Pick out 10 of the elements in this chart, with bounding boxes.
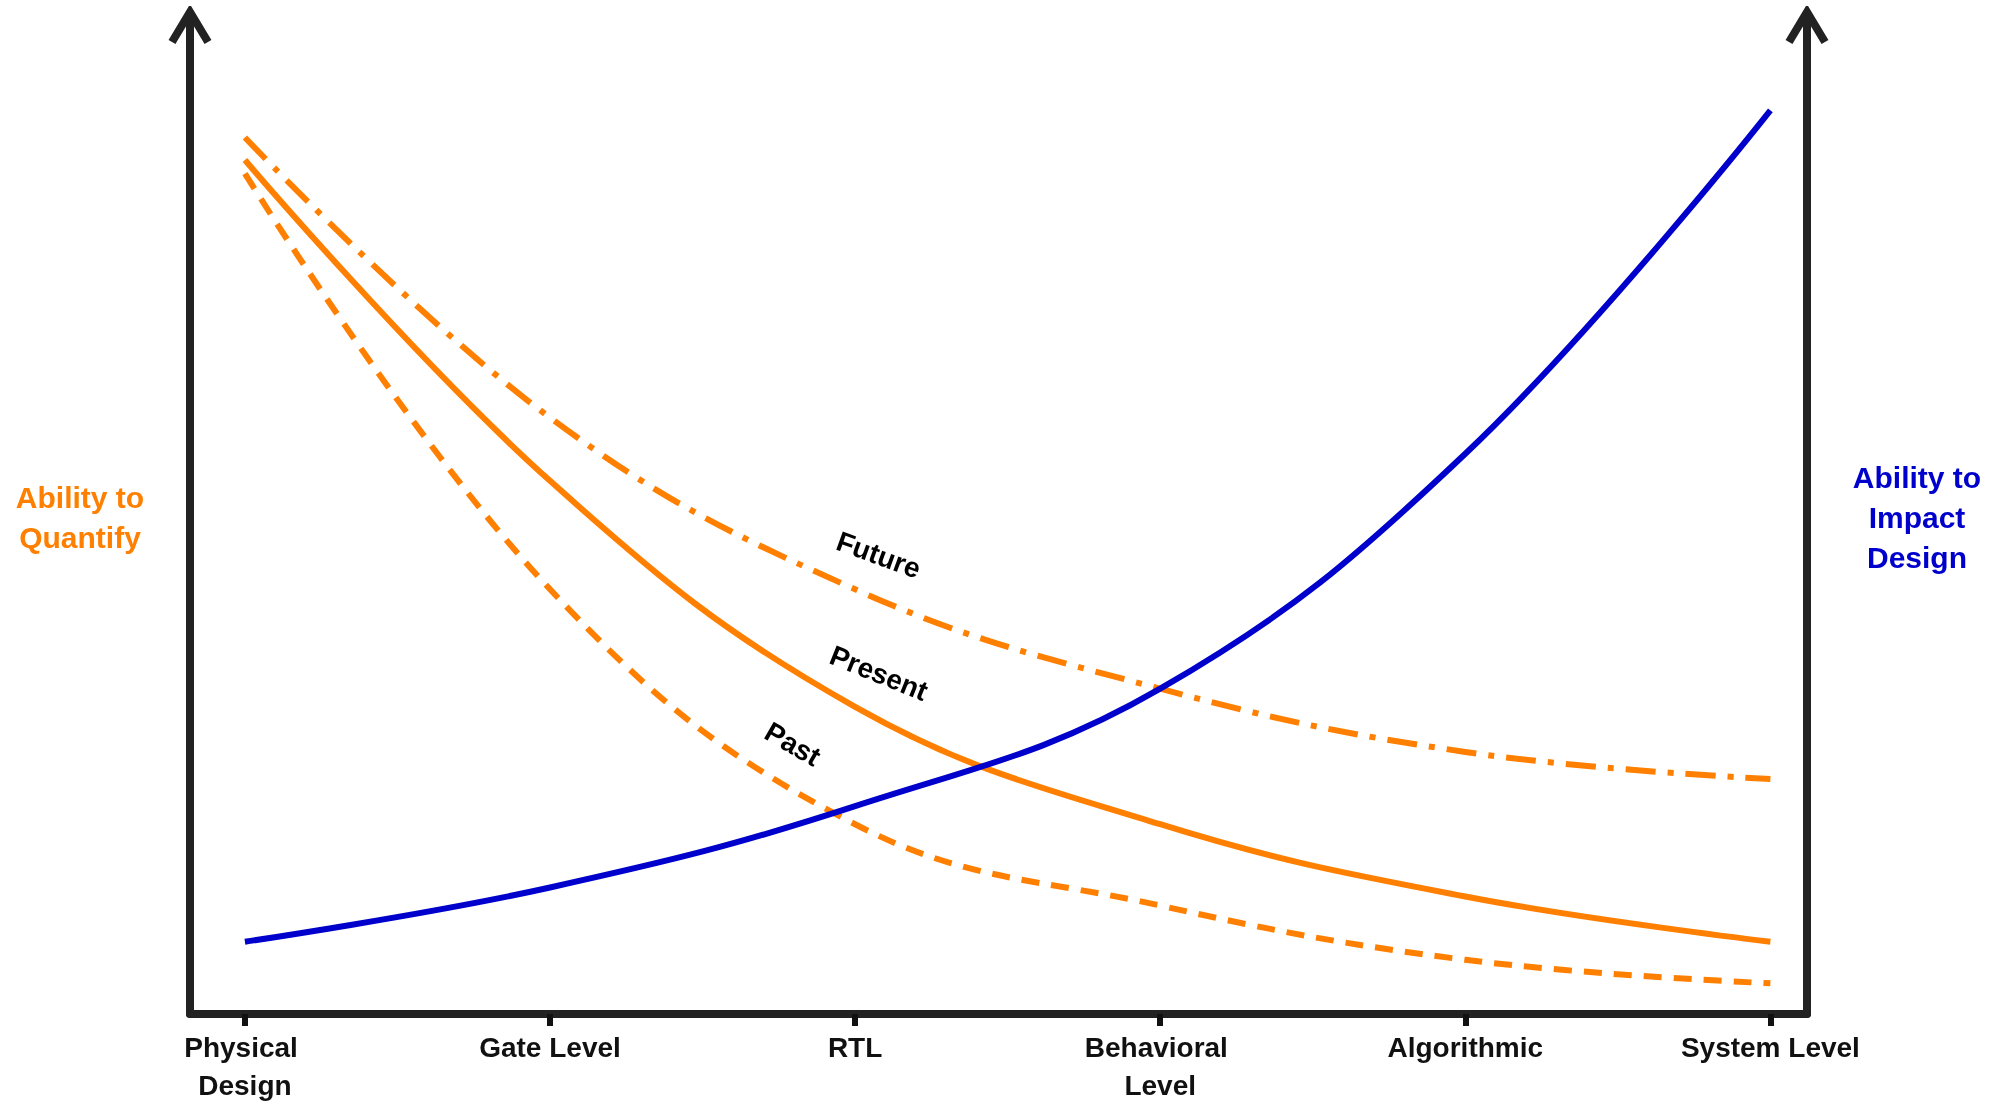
x-tick-label: Behavioral Level <box>1084 1031 1236 1101</box>
text: Past <box>759 715 827 773</box>
y-axis-title: Ability to Quantify <box>15 480 145 554</box>
x-tick-label: Algorithmic <box>1387 1031 1544 1063</box>
x-tick-label: Gate Level <box>479 1031 621 1063</box>
x-tick-label: RTL <box>827 1031 883 1063</box>
x-tick-label: System Level <box>1680 1031 1860 1063</box>
x-tick-label: Physical Design <box>184 1031 306 1101</box>
text: Future <box>832 525 925 585</box>
y2-axis-title: Ability to Impact Design <box>1852 460 1982 574</box>
